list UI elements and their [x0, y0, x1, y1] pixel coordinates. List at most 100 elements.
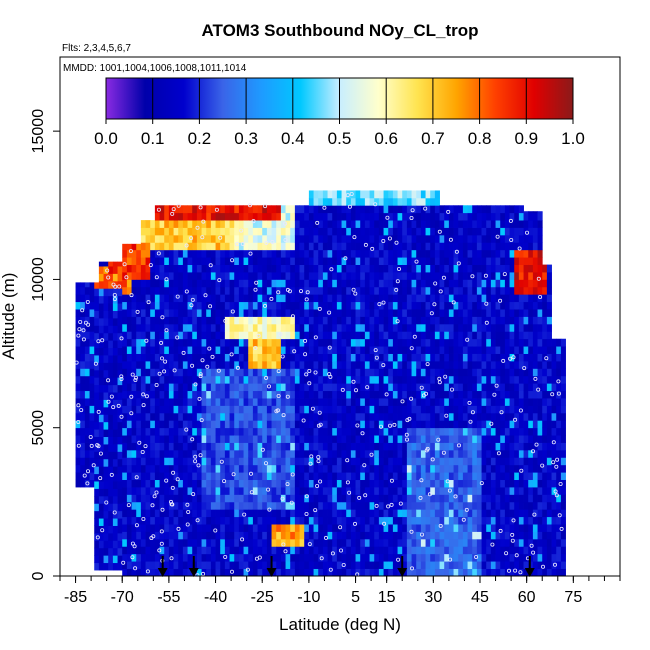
heatmap-cell [154, 316, 160, 325]
heatmap-cell [462, 264, 468, 273]
heatmap-cell [425, 546, 431, 555]
heatmap-cell [294, 449, 300, 458]
heatmap-cell [486, 435, 492, 443]
heatmap-cell [462, 442, 468, 451]
heatmap-cell [262, 494, 268, 503]
heatmap-cell [500, 494, 506, 503]
heatmap-cell [243, 257, 249, 265]
heatmap-cell [159, 272, 165, 280]
heatmap-cell [224, 331, 230, 340]
heatmap-cell [322, 294, 328, 303]
heatmap-cell [210, 479, 216, 488]
heatmap-cell [551, 464, 557, 473]
heatmap-cell [262, 568, 268, 577]
heatmap-cell [327, 538, 333, 547]
heatmap-cell [220, 538, 226, 547]
heatmap-cell [117, 310, 123, 319]
heatmap-cell [294, 405, 300, 414]
heatmap-cell [89, 427, 95, 436]
heatmap-cell [360, 205, 366, 214]
heatmap-cell [164, 501, 170, 510]
heatmap-cell [80, 301, 86, 310]
heatmap-cell [192, 338, 198, 347]
heatmap-cell [238, 501, 244, 510]
heatmap-cell [542, 531, 548, 540]
heatmap-cell [108, 421, 114, 430]
heatmap-cell [145, 427, 151, 436]
heatmap-cell [411, 464, 417, 473]
heatmap-cell [537, 234, 543, 243]
heatmap-cell [416, 516, 422, 525]
heatmap-cell [406, 538, 412, 547]
heatmap-cell [145, 316, 151, 325]
heatmap-cell [276, 242, 282, 251]
heatmap-cell [238, 301, 244, 310]
heatmap-cell [178, 272, 184, 280]
heatmap-cell [304, 420, 310, 429]
heatmap-cell [266, 309, 272, 317]
heatmap-cell [322, 538, 328, 547]
heatmap-cell [439, 472, 445, 481]
heatmap-cell [388, 568, 394, 577]
heatmap-cell [215, 509, 221, 518]
heatmap-cell [537, 279, 543, 288]
heatmap-cell [164, 375, 170, 384]
heatmap-cell [136, 568, 142, 577]
heatmap-cell [308, 368, 314, 377]
heatmap-cell [140, 561, 146, 569]
heatmap-cell [248, 538, 254, 547]
heatmap-cell [248, 301, 254, 310]
heatmap-cell [94, 377, 100, 386]
heatmap-cell [187, 398, 193, 406]
heatmap-cell [271, 405, 277, 414]
heatmap-cell [178, 368, 184, 377]
heatmap-cell [551, 449, 557, 458]
heatmap-cell [388, 383, 394, 392]
heatmap-cell [444, 531, 450, 540]
heatmap-cell [304, 316, 310, 325]
heatmap-cell [299, 472, 305, 481]
heatmap-cell [378, 509, 384, 518]
heatmap-cell [229, 294, 235, 303]
heatmap-cell [210, 487, 216, 495]
heatmap-cell [136, 286, 142, 295]
heatmap-cell [257, 501, 263, 510]
heatmap-cell [448, 205, 454, 214]
heatmap-cell [341, 368, 347, 377]
heatmap-cell [206, 457, 212, 466]
heatmap-cell [206, 227, 212, 236]
heatmap-cell [397, 412, 403, 421]
heatmap-cell [187, 346, 193, 354]
heatmap-cell [467, 509, 473, 518]
heatmap-cell [369, 309, 375, 317]
heatmap-cell [425, 383, 431, 392]
heatmap-cell [476, 360, 482, 369]
heatmap-cell [238, 531, 244, 540]
heatmap-cell [117, 488, 123, 497]
heatmap-cell [453, 427, 459, 436]
heatmap-cell [182, 398, 188, 406]
heatmap-cell [392, 516, 398, 525]
heatmap-cell [495, 323, 501, 332]
heatmap-cell [542, 272, 548, 280]
heatmap-cell [252, 420, 258, 429]
heatmap-cell [285, 449, 291, 458]
heatmap-cell [486, 487, 492, 495]
heatmap-cell [220, 353, 226, 362]
heatmap-cell [364, 264, 370, 273]
heatmap-cell [514, 323, 520, 332]
heatmap-cell [108, 406, 114, 415]
heatmap-cell [542, 412, 548, 421]
heatmap-cell [462, 398, 468, 406]
heatmap-cell [495, 286, 501, 295]
heatmap-cell [476, 553, 482, 562]
heatmap-cell [472, 368, 478, 377]
heatmap-cell [532, 449, 538, 458]
heatmap-cell [434, 398, 440, 406]
heatmap-cell [122, 368, 128, 377]
heatmap-cell [434, 375, 440, 384]
heatmap-cell [523, 257, 529, 265]
heatmap-cell [266, 412, 272, 421]
heatmap-cell [383, 346, 389, 354]
heatmap-cell [434, 561, 440, 569]
